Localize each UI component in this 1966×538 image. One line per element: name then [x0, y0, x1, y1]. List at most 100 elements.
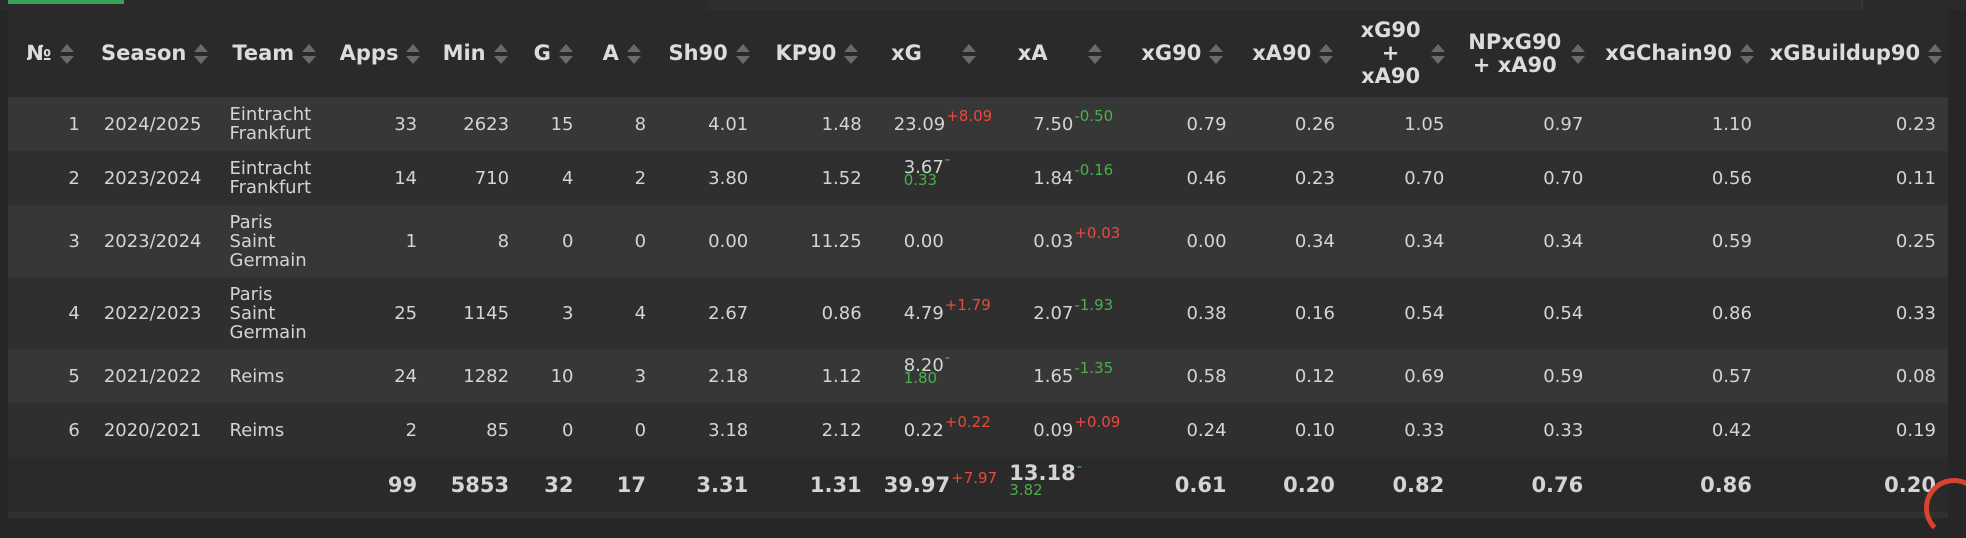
col-header-xa[interactable]: xA [993, 10, 1127, 97]
col-header-a[interactable]: A [585, 10, 659, 97]
col-header-xg90-xa90[interactable]: xG90 + xA90 [1346, 10, 1457, 97]
col-header-min[interactable]: Min [429, 10, 522, 97]
header-row: № Season Team Apps Min G A Sh90 KP90 xG … [8, 10, 1948, 97]
cell-xg90: 0.58 [1126, 349, 1239, 403]
table-body: 1 2024/2025 Eintracht Frankfurt 33 2623 … [8, 97, 1948, 457]
cell-number: 4 [8, 277, 92, 349]
cell-xg90: 0.38 [1126, 277, 1239, 349]
sort-icon [844, 43, 859, 64]
cell-season: 2022/2023 [91, 277, 218, 349]
col-header-npxg90-xa90[interactable]: NPxG90 + xA90 [1456, 10, 1596, 97]
total-apps: 99 [330, 457, 430, 512]
table-row: 3 2023/2024 Paris Saint Germain 1 8 0 0 … [8, 205, 1948, 277]
cell-xg90: 0.00 [1126, 205, 1239, 277]
cell-team[interactable]: Paris Saint Germain [217, 277, 331, 349]
total-xgbuildup90: 0.20 [1763, 457, 1948, 512]
xa-value: 0.03 [1033, 230, 1074, 252]
cell-min: 1145 [429, 277, 522, 349]
cell-xg90-xa90: 0.34 [1346, 205, 1457, 277]
sort-icon [1928, 43, 1943, 64]
sort-icon [406, 43, 421, 64]
col-header-kp90[interactable]: KP90 [760, 10, 874, 97]
totals-row: 99 5853 32 17 3.31 1.31 39.97+7.97 13.18… [8, 457, 1948, 512]
sort-icon [1087, 43, 1102, 64]
cell-team[interactable]: Paris Saint Germain [217, 205, 331, 277]
cell-xg90-xa90: 0.70 [1346, 151, 1457, 205]
cell-xg: 4.79+1.79 [873, 277, 994, 349]
col-header-season[interactable]: Season [91, 10, 218, 97]
sort-icon [59, 43, 74, 64]
totals-empty-1 [8, 457, 92, 512]
cell-xg90-xa90: 1.05 [1346, 97, 1457, 151]
cell-g: 0 [521, 205, 586, 277]
xa-value: 7.50 [1033, 113, 1074, 135]
sort-icon [1570, 43, 1585, 64]
cell-kp90: 2.12 [760, 403, 874, 457]
cell-season: 2024/2025 [91, 97, 218, 151]
cell-xa: 1.84-0.16 [993, 151, 1127, 205]
cell-season: 2020/2021 [91, 403, 218, 457]
cell-xg90-xa90: 0.69 [1346, 349, 1457, 403]
cell-xa: 2.07-1.93 [993, 277, 1127, 349]
table-row: 1 2024/2025 Eintracht Frankfurt 33 2623 … [8, 97, 1948, 151]
cell-apps: 1 [330, 205, 430, 277]
col-header-apps[interactable]: Apps [330, 10, 430, 97]
col-header-xa90[interactable]: xA90 [1238, 10, 1347, 97]
cell-team[interactable]: Eintracht Frankfurt [217, 97, 331, 151]
xa-diff: -0.50 [1074, 106, 1114, 125]
total-xg90: 0.61 [1126, 457, 1239, 512]
top-strip-right [1862, 0, 1966, 10]
col-header-xg[interactable]: xG [873, 10, 994, 97]
cell-min: 85 [429, 403, 522, 457]
col-header-g[interactable]: G [521, 10, 586, 97]
xa-diff: +0.03 [1074, 223, 1121, 242]
cell-xgbuildup90: 0.23 [1763, 97, 1948, 151]
table-row: 2 2023/2024 Eintracht Frankfurt 14 710 4… [8, 150, 1948, 205]
cell-a: 4 [585, 277, 659, 349]
xa-diff: +0.09 [1074, 412, 1121, 431]
xg-value: 8.20 [903, 355, 944, 376]
cell-a: 3 [585, 349, 659, 403]
cell-season: 2021/2022 [91, 349, 218, 403]
xa-diff: -1.93 [1074, 295, 1114, 314]
xg-value: 3.67 [903, 157, 944, 178]
cell-min: 1282 [429, 349, 522, 403]
cell-number: 2 [8, 151, 92, 205]
table-row: 4 2022/2023 Paris Saint Germain 25 1145 … [8, 277, 1948, 349]
total-xa: 13.18-3.82 [993, 457, 1127, 512]
cell-sh90: 0.00 [658, 205, 761, 277]
col-header-team[interactable]: Team [217, 10, 331, 97]
sort-icon [1739, 43, 1754, 64]
xg-diff: +8.09 [946, 106, 993, 125]
cell-xa: 7.50-0.50 [993, 97, 1127, 151]
xg-value: 23.09 [893, 113, 946, 135]
cell-apps: 24 [330, 349, 430, 403]
col-header-sh90[interactable]: Sh90 [658, 10, 761, 97]
table-row: 5 2021/2022 Reims 24 1282 10 3 2.18 1.12… [8, 348, 1948, 403]
col-header-xgchain90[interactable]: xGChain90 [1595, 10, 1764, 97]
cell-xgbuildup90: 0.33 [1763, 277, 1948, 349]
cell-xa90: 0.26 [1238, 97, 1347, 151]
cell-g: 4 [521, 151, 586, 205]
cell-xg: 3.67-0.33 [873, 150, 994, 205]
cell-sh90: 4.01 [658, 97, 761, 151]
col-header-number[interactable]: № [8, 10, 92, 97]
col-header-xgbuildup90[interactable]: xGBuildup90 [1763, 10, 1948, 97]
cell-g: 15 [521, 97, 586, 151]
total-xg: 39.97+7.97 [873, 457, 998, 512]
xa-value: 1.65 [1033, 365, 1074, 387]
cell-min: 8 [429, 205, 522, 277]
cell-a: 2 [585, 151, 659, 205]
cell-xa: 0.09+0.09 [993, 403, 1127, 457]
cell-team[interactable]: Eintracht Frankfurt [217, 151, 331, 205]
sort-icon [558, 43, 573, 64]
cell-team[interactable]: Reims [217, 403, 331, 457]
cell-team[interactable]: Reims [217, 349, 331, 403]
col-header-xg90[interactable]: xG90 [1126, 10, 1239, 97]
total-xg-value: 39.97 [883, 472, 951, 497]
total-xg-diff: +7.97 [951, 468, 998, 487]
cell-min: 710 [429, 151, 522, 205]
cell-season: 2023/2024 [91, 205, 218, 277]
cell-npxg90-xa90: 0.97 [1456, 97, 1596, 151]
cell-xgchain90: 0.42 [1595, 403, 1764, 457]
